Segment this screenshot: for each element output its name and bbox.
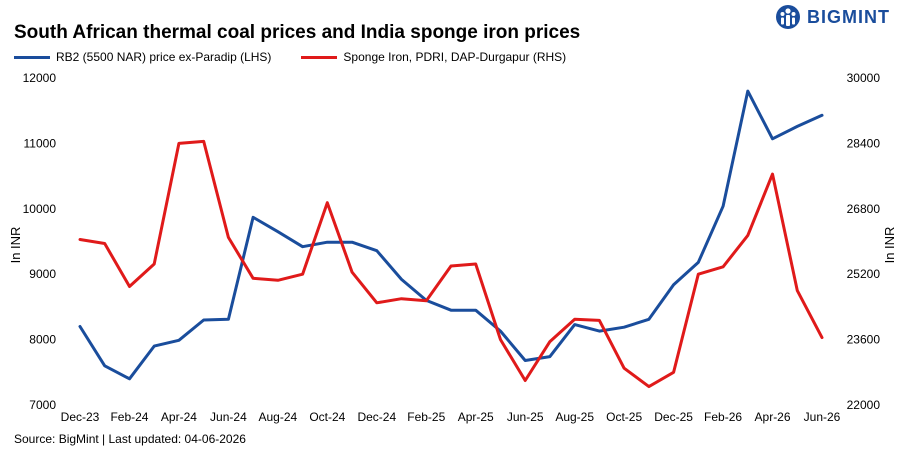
x-axis-ticks: Dec-23 Feb-24 Apr-24 Jun-24 Aug-24 Oct-24 Dec-… [61, 410, 841, 424]
x-tick-label: Dec-23 [61, 410, 100, 424]
legend-item-coal: RB2 (5500 NAR) price ex-Paradip (LHS) [14, 50, 271, 64]
left-tick-label: 11000 [24, 136, 57, 150]
x-tick-label: Dec-25 [654, 410, 693, 424]
left-axis-ticks: 7000 8000 9000 10000 11000 12000 [23, 71, 57, 412]
source-note: Source: BigMint | Last updated: 04-06-20… [14, 432, 246, 446]
chart-title: South African thermal coal prices and In… [14, 22, 581, 43]
x-tick-label: Apr-26 [755, 410, 791, 424]
bigmint-logo-icon [776, 5, 800, 29]
x-tick-label: Oct-24 [309, 410, 345, 424]
x-tick-label: Feb-26 [704, 410, 742, 424]
right-axis-ticks: 22000 23600 25200 26800 28400 30000 [847, 71, 881, 412]
right-tick-label: 25200 [847, 267, 881, 281]
legend-label-coal: RB2 (5500 NAR) price ex-Paradip (LHS) [56, 50, 272, 64]
x-tick-label: Aug-25 [555, 410, 594, 424]
brand-logo: BIGMINT [775, 4, 890, 30]
legend-label-sponge-iron: Sponge Iron, PDRI, DAP-Durgapur (RHS) [343, 50, 567, 64]
legend-swatch-sponge-iron [301, 55, 338, 59]
x-tick-label: Jun-24 [210, 410, 247, 424]
left-tick-label: 9000 [29, 267, 56, 281]
right-tick-label: 26800 [847, 202, 881, 216]
chart-legend: RB2 (5500 NAR) price ex-Paradip (LHS) Sp… [14, 50, 596, 64]
left-tick-label: 12000 [23, 71, 57, 85]
right-axis-label: In INR [882, 227, 897, 264]
series-lines [78, 89, 824, 389]
x-tick-label: Feb-25 [407, 410, 445, 424]
right-tick-label: 30000 [847, 71, 881, 85]
x-tick-label: Apr-24 [161, 410, 197, 424]
legend-item-sponge-iron: Sponge Iron, PDRI, DAP-Durgapur (RHS) [301, 50, 566, 64]
legend-swatch-coal [14, 55, 50, 59]
left-tick-label: 10000 [23, 202, 57, 216]
right-tick-label: 28400 [847, 136, 881, 150]
brand-name: BIGMINT [807, 6, 890, 27]
x-tick-label: Feb-24 [110, 410, 148, 424]
right-tick-label: 23600 [847, 333, 881, 347]
x-tick-label: Dec-24 [357, 410, 396, 424]
x-tick-label: Apr-25 [458, 410, 494, 424]
x-tick-label: Oct-25 [606, 410, 642, 424]
series-line-sponge-iron [78, 139, 824, 389]
x-tick-label: Aug-24 [259, 410, 298, 424]
x-tick-label: Jun-26 [804, 410, 841, 424]
series-line-coal [78, 89, 824, 381]
left-axis-label: In INR [8, 227, 23, 264]
x-tick-label: Jun-25 [507, 410, 544, 424]
left-tick-label: 7000 [29, 398, 56, 412]
left-tick-label: 8000 [29, 333, 56, 347]
right-tick-label: 22000 [847, 398, 881, 412]
